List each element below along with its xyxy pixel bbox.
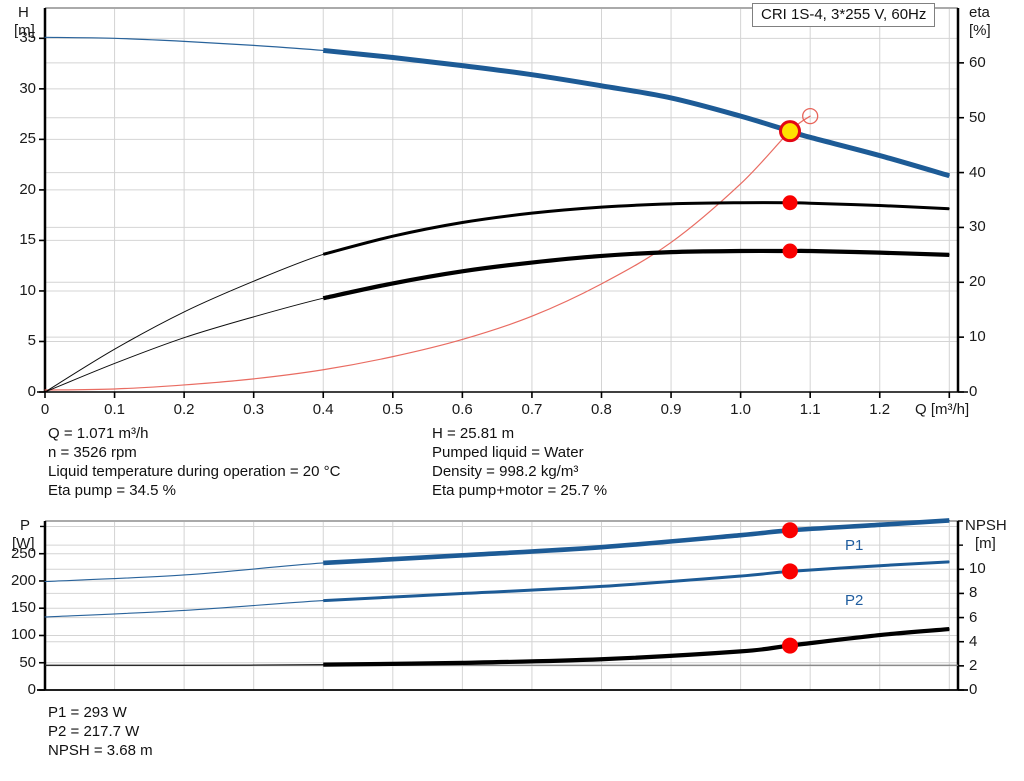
eta-tick-label-60: 60 (969, 53, 986, 71)
q-tick-label-0.2: 0.2 (173, 401, 195, 418)
npsh-curve-thin (44, 628, 950, 666)
top-chart-canvas (37, 7, 968, 398)
p-tick-label-0: 0 (27, 681, 36, 698)
curve-label-p2: P2 (845, 592, 864, 609)
bottom-left-axis-unit: [W] (12, 535, 35, 552)
p-tick-label-250: 250 (10, 544, 36, 562)
q-tick-label-0.4: 0.4 (312, 401, 334, 418)
duty-info-right-line-1: Pumped liquid = Water (432, 444, 584, 461)
eta-pump-motor-curve-thick (322, 248, 950, 301)
h-tick-label-35: 35 (19, 29, 36, 47)
power-info-line-1: P2 = 217.7 W (48, 723, 140, 740)
p1-curve-thick (323, 518, 950, 566)
h-tick-label-30: 30 (19, 79, 36, 97)
top-left-axis-unit: [m] (14, 22, 35, 39)
eta-tick-label-30: 30 (969, 218, 986, 236)
npsh-tick-label-10: 10 (969, 560, 986, 578)
alternate-duty-point-marker (802, 107, 819, 125)
q-tick-label-1.2: 1.2 (869, 401, 891, 418)
bottom-right-axis-unit: [m] (975, 535, 996, 552)
eta-pump-curve-thick (322, 201, 950, 256)
q-tick-label-1.0: 1.0 (730, 401, 752, 418)
h-tick-label-5: 5 (27, 332, 36, 350)
q-tick-label-0.8: 0.8 (591, 401, 612, 418)
head-curve-thick (322, 47, 950, 179)
top-right-axis-title: eta (969, 4, 990, 21)
duty-info-left-line-2: Liquid temperature during operation = 20… (48, 463, 341, 480)
bottom-right-axis-title: NPSH (965, 517, 1007, 534)
p-tick-label-200: 200 (10, 571, 36, 589)
top-right-axis-unit: [%] (969, 22, 991, 39)
duty-info-left-line-0: Q = 1.071 m³/h (48, 425, 149, 442)
npsh-tick-label-0: 0 (969, 681, 978, 698)
npsh-duty-marker (782, 637, 799, 654)
npsh-tick-label-6: 6 (969, 608, 978, 626)
q-tick-label-0.1: 0.1 (104, 401, 125, 418)
duty-info-right-line-2: Density = 998.2 kg/m³ (432, 463, 579, 480)
power-info-line-2: NPSH = 3.68 m (48, 742, 153, 759)
bottom-left-axis-title: P (20, 517, 31, 534)
npsh-tick-label-4: 4 (969, 632, 978, 650)
duty-info-left-line-1: n = 3526 rpm (48, 444, 137, 461)
h-tick-label-0: 0 (27, 383, 36, 400)
duty-info-right-line-3: Eta pump+motor = 25.7 % (432, 482, 608, 499)
eta-tick-label-50: 50 (969, 108, 986, 126)
top-left-axis-title: H (18, 4, 29, 21)
h-tick-label-15: 15 (19, 231, 36, 249)
duty-info-right-line-0: H = 25.81 m (432, 425, 515, 442)
p-tick-label-150: 150 (10, 599, 36, 617)
x-axis-label-q: Q [m³/h] (915, 401, 970, 418)
q-tick-label-0.7: 0.7 (521, 401, 543, 418)
system-reference-curve-thin (44, 115, 811, 391)
eta-pump-motor-duty-marker (782, 243, 798, 259)
q-tick-label-1.1: 1.1 (799, 401, 821, 418)
q-tick-label-0.6: 0.6 (451, 401, 473, 418)
eta-tick-label-20: 20 (969, 273, 986, 291)
npsh-tick-label-2: 2 (969, 656, 978, 674)
p2-duty-marker (782, 563, 799, 580)
power-info-line-0: P1 = 293 W (48, 704, 127, 721)
h-tick-label-20: 20 (19, 180, 36, 198)
npsh-tick-label-8: 8 (969, 584, 978, 602)
duty-info-left-line-3: Eta pump = 34.5 % (48, 482, 176, 499)
q-tick-label-0: 0 (40, 401, 50, 418)
p1-duty-marker (782, 522, 799, 539)
h-tick-label-10: 10 (19, 281, 36, 299)
p-tick-label-100: 100 (10, 626, 36, 644)
eta-tick-label-10: 10 (969, 328, 986, 346)
q-tick-label-0.3: 0.3 (243, 401, 265, 418)
curve-label-p1: P1 (845, 537, 864, 554)
eta-tick-label-40: 40 (969, 163, 986, 181)
eta-pump-duty-marker (782, 195, 798, 211)
eta-tick-label-0: 0 (969, 383, 978, 400)
q-tick-label-0.5: 0.5 (382, 401, 404, 418)
p2-curve-thick (323, 560, 950, 603)
pump-title-box: CRI 1S-4, 3*255 V, 60Hz (752, 3, 936, 27)
q-tick-label-0.9: 0.9 (660, 401, 682, 418)
h-tick-label-25: 25 (19, 130, 36, 148)
duty-point-marker[interactable] (779, 120, 802, 143)
p-tick-label-50: 50 (19, 653, 36, 671)
npsh-curve-thick (323, 626, 950, 667)
